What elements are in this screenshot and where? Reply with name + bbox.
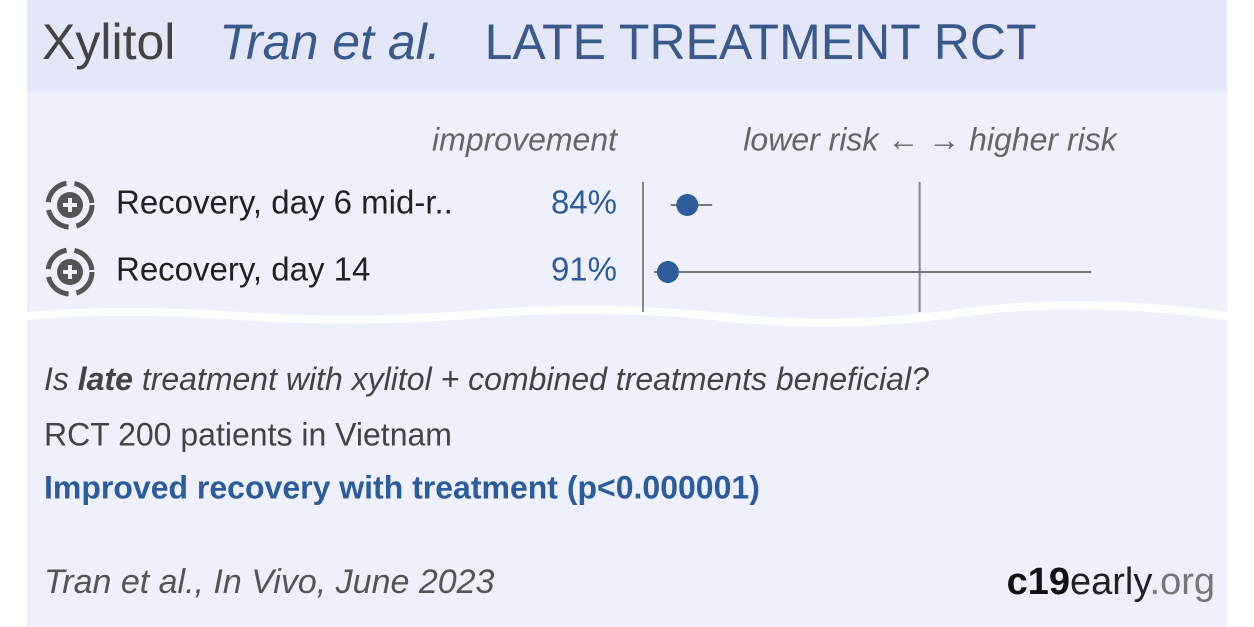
question: Is late treatment with xylitol + combine… — [44, 361, 929, 397]
point — [676, 194, 699, 216]
question-part: treatment with xylitol + combined treatm… — [133, 361, 929, 397]
value-label: 84% — [551, 184, 617, 221]
axis-label: lower risk ← → higher risk — [743, 121, 1118, 157]
citation: Tran et al., In Vivo, June 2023 — [44, 563, 495, 601]
divider — [26, 301, 1228, 327]
question-part: Is — [44, 361, 78, 397]
logo-part: early — [1070, 561, 1152, 603]
row-label: Recovery, day 14 — [116, 251, 370, 288]
drug: Xylitol — [42, 14, 175, 70]
body-band — [27, 92, 1227, 627]
authors: Tran et al. — [219, 14, 440, 70]
point — [656, 261, 679, 283]
header-band — [27, 0, 1227, 92]
logo: c19early.org — [1007, 561, 1215, 603]
study: RCT 200 patients in Vietnam — [44, 416, 452, 452]
icon — [45, 180, 95, 230]
title: Xylitol Tran et al. LATE TREATMENT RCT — [42, 14, 1036, 70]
logo-part: .org — [1150, 561, 1215, 603]
result: Improved recovery with treatment (p<0.00… — [44, 469, 760, 505]
row-label: Recovery, day 6 mid-r.. — [116, 184, 453, 221]
question-part: late — [78, 361, 133, 397]
logo-part: c19 — [1007, 561, 1070, 603]
value-label: 91% — [551, 251, 617, 288]
trial: LATE TREATMENT RCT — [485, 14, 1037, 70]
column-header: improvement — [432, 121, 618, 157]
icon — [45, 247, 95, 297]
